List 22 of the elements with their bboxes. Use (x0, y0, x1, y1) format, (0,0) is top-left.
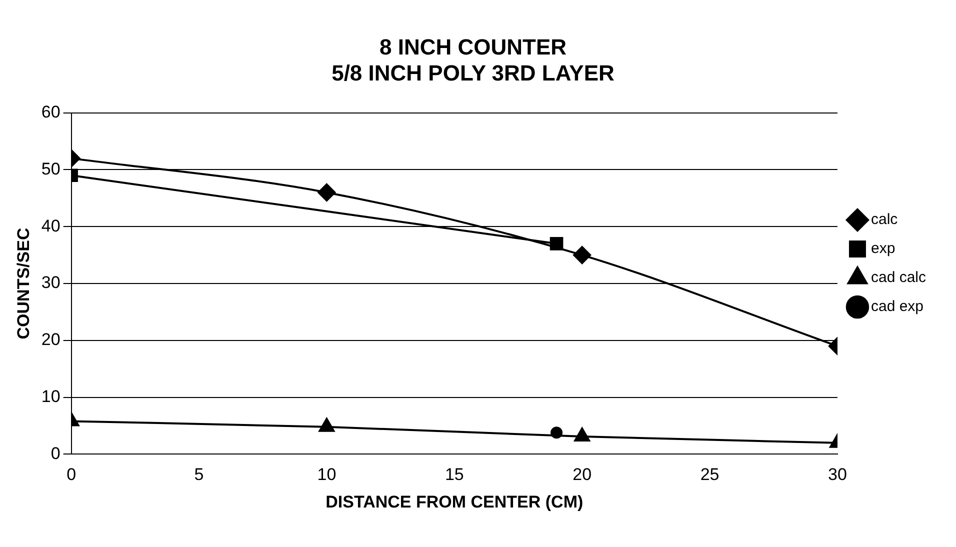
legend-label: calc (870, 211, 898, 228)
y-axis-title: COUNTS/SEC (14, 228, 33, 340)
legend-label: cad calc (870, 269, 926, 286)
x-tick-label: 15 (444, 465, 464, 484)
y-tick-label: 50 (41, 159, 60, 178)
legend-label: exp (870, 240, 896, 258)
y-tick-label: 20 (41, 330, 60, 350)
x-tick-label: 30 (828, 465, 847, 484)
y-tick-label: 60 (41, 102, 60, 122)
y-tick-label: 30 (41, 273, 60, 292)
x-tick-label: 5 (194, 465, 204, 484)
text: 5/8 INCH POLY 3RD LAYER (332, 60, 614, 86)
y-tick-label: 0 (50, 444, 60, 463)
y-tick-label: 10 (41, 386, 60, 406)
legend-label: cad exp (870, 298, 924, 316)
y-tick-label: 40 (41, 216, 60, 236)
x-tick-label: 0 (66, 465, 76, 484)
x-tick-label: 10 (317, 465, 336, 484)
text: 8 INCH COUNTER (379, 34, 567, 60)
x-tick-label: 25 (700, 465, 720, 484)
x-tick-label: 20 (572, 465, 592, 484)
x-axis-title: DISTANCE FROM CENTER (CM) (326, 492, 584, 512)
